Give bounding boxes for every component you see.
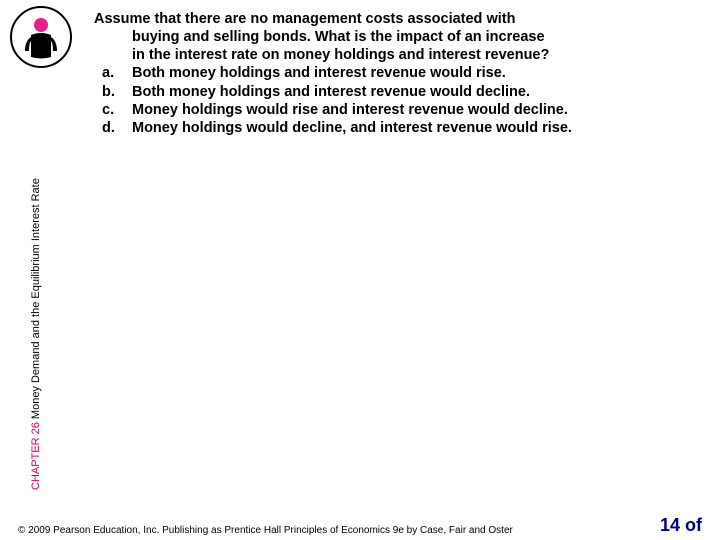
stem-line: buying and selling bonds. What is the im… [94, 28, 694, 46]
option-text: Money holdings would rise and interest r… [132, 101, 694, 119]
person-icon [17, 13, 65, 61]
stem-line: in the interest rate on money holdings a… [94, 46, 694, 64]
stem-line: Assume that there are no management cost… [94, 10, 694, 28]
option-letter: d. [94, 119, 132, 137]
page-number: 14 of [660, 515, 702, 536]
publisher-icon [10, 6, 72, 68]
copyright-text: © 2009 Pearson Education, Inc. Publishin… [18, 525, 513, 536]
option-letter: c. [94, 101, 132, 119]
question-content: Assume that there are no management cost… [94, 10, 694, 137]
option-letter: b. [94, 83, 132, 101]
icon-circle-border [10, 6, 72, 68]
option-text: Both money holdings and interest revenue… [132, 83, 694, 101]
option-text: Both money holdings and interest revenue… [132, 64, 694, 82]
answer-options: a. Both money holdings and interest reve… [94, 64, 694, 137]
question-stem: Assume that there are no management cost… [94, 10, 694, 64]
chapter-number: CHAPTER 26 [30, 422, 42, 490]
slide-footer: © 2009 Pearson Education, Inc. Publishin… [18, 515, 702, 536]
option-letter: a. [94, 64, 132, 82]
option-row: a. Both money holdings and interest reve… [94, 64, 694, 82]
option-row: b. Both money holdings and interest reve… [94, 83, 694, 101]
chapter-sidebar: CHAPTER 26 Money Demand and the Equilibr… [30, 178, 42, 490]
chapter-title: Money Demand and the Equilibrium Interes… [30, 178, 42, 422]
option-text: Money holdings would decline, and intere… [132, 119, 694, 137]
option-row: d. Money holdings would decline, and int… [94, 119, 694, 137]
option-row: c. Money holdings would rise and interes… [94, 101, 694, 119]
